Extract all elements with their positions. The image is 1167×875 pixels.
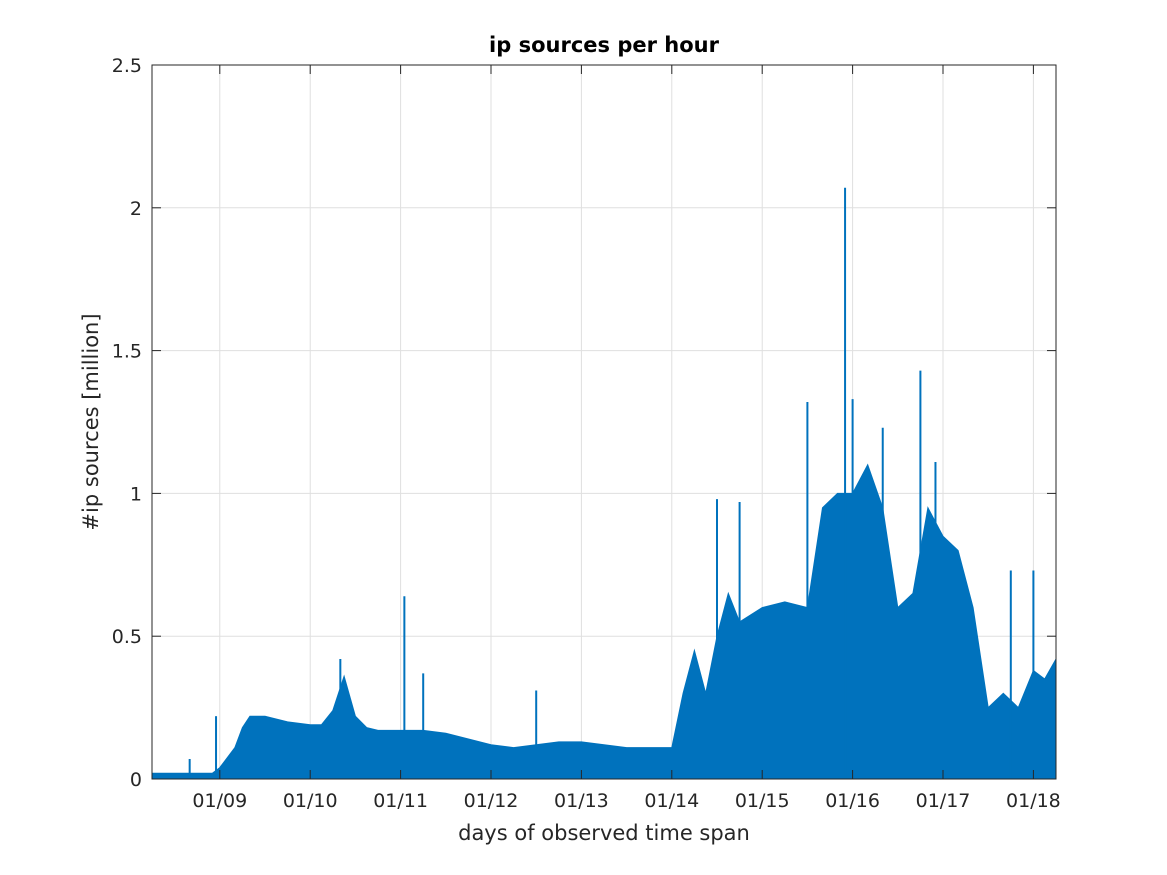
y-tick-label: 0	[130, 769, 142, 791]
series-area	[151, 463, 1057, 780]
x-tick-label: 01/10	[283, 790, 338, 812]
tick-marks	[152, 64, 1056, 780]
x-tick-label: 01/16	[825, 790, 880, 812]
y-tick-label: 1	[130, 483, 142, 505]
x-tick-label: 01/14	[644, 790, 699, 812]
x-tick-label: 01/13	[554, 790, 609, 812]
x-tick-label: 01/18	[1006, 790, 1061, 812]
y-tick-label: 1.5	[112, 341, 142, 363]
chart-title: ip sources per hour	[489, 33, 720, 57]
y-tick-label: 2.5	[112, 55, 142, 77]
tick-labels: 01/09 01/10 01/11 01/12 01/13 01/14 01/15 01/16…	[112, 55, 1061, 812]
x-axis-label: days of observed time span	[458, 821, 750, 845]
y-tick-label: 0.5	[112, 626, 142, 648]
x-tick-label: 01/12	[464, 790, 519, 812]
y-tick-label: 2	[130, 198, 142, 220]
x-tick-label: 01/15	[735, 790, 790, 812]
x-tick-label: 01/17	[916, 790, 971, 812]
x-tick-label: 01/09	[192, 790, 247, 812]
y-axis-label: #ip sources [million]	[79, 313, 103, 530]
plot-frame	[151, 64, 1057, 780]
x-tick-label: 01/11	[373, 790, 428, 812]
